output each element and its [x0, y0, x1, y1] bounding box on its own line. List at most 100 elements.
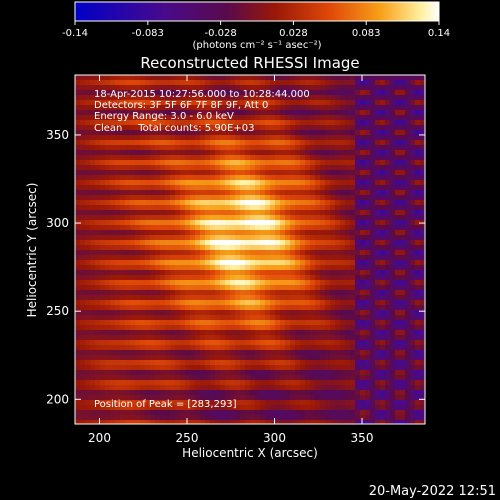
heat-cell — [270, 140, 276, 146]
heat-cell — [255, 185, 261, 191]
heat-cell — [330, 120, 336, 126]
heat-cell — [280, 390, 286, 396]
heat-cell — [305, 360, 311, 366]
heat-cell — [400, 220, 406, 226]
heat-cell — [160, 265, 166, 271]
heat-cell — [150, 130, 156, 136]
heat-cell — [95, 290, 101, 296]
heat-cell — [95, 100, 101, 106]
heat-cell — [245, 325, 251, 331]
heat-cell — [325, 205, 331, 211]
heat-cell — [85, 385, 91, 391]
heat-cell — [315, 265, 321, 271]
heat-cell — [380, 125, 386, 131]
heat-cell — [125, 295, 131, 301]
heat-cell — [165, 410, 171, 416]
heat-cell — [160, 320, 166, 326]
heat-cell — [380, 245, 386, 251]
heat-cell — [85, 365, 91, 371]
heat-cell — [240, 235, 246, 241]
heat-cell — [260, 75, 266, 81]
heat-cell — [210, 225, 216, 231]
heat-cell — [145, 275, 151, 281]
heat-cell — [400, 115, 406, 121]
heat-cell — [320, 340, 326, 346]
heat-cell — [360, 230, 366, 236]
heat-cell — [220, 125, 226, 131]
heat-cell — [380, 165, 386, 171]
heat-cell — [280, 345, 286, 351]
heat-cell — [130, 395, 136, 401]
heat-cell — [180, 240, 186, 246]
heat-cell — [145, 130, 151, 136]
heat-cell — [210, 235, 216, 241]
heat-cell — [205, 365, 211, 371]
heat-cell — [125, 170, 131, 176]
heat-cell — [300, 405, 306, 411]
heat-cell — [240, 260, 246, 266]
heat-cell — [245, 205, 251, 211]
heat-cell — [290, 200, 296, 206]
heat-cell — [375, 330, 381, 336]
heat-cell — [120, 390, 126, 396]
heat-cell — [150, 375, 156, 381]
heat-cell — [110, 190, 116, 196]
heat-cell — [105, 265, 111, 271]
heat-cell — [140, 120, 146, 126]
heat-cell — [205, 215, 211, 221]
heat-cell — [315, 230, 321, 236]
heat-cell — [80, 170, 86, 176]
heat-cell — [285, 390, 291, 396]
heat-cell — [285, 400, 291, 406]
heat-cell — [85, 275, 91, 281]
heat-cell — [335, 325, 341, 331]
heat-cell — [280, 110, 286, 116]
heat-cell — [290, 275, 296, 281]
heat-cell — [105, 365, 111, 371]
heat-cell — [80, 255, 86, 261]
heat-cell — [95, 115, 101, 121]
heat-cell — [285, 330, 291, 336]
heat-cell — [355, 325, 361, 331]
heat-cell — [225, 280, 231, 286]
heat-cell — [240, 400, 246, 406]
heat-cell — [105, 135, 111, 141]
heat-cell — [85, 330, 91, 336]
colorbar-unit-label: (photons cm⁻² s⁻¹ asec⁻²) — [192, 40, 321, 51]
heat-cell — [395, 280, 401, 286]
heat-cell — [170, 340, 176, 346]
heat-cell — [205, 175, 211, 181]
heat-cell — [95, 305, 101, 311]
heat-cell — [400, 330, 406, 336]
heat-cell — [415, 370, 421, 376]
heat-cell — [400, 110, 406, 116]
heat-cell — [195, 255, 201, 261]
heat-cell — [220, 255, 226, 261]
heat-cell — [230, 265, 236, 271]
heat-cell — [380, 230, 386, 236]
heat-cell — [150, 305, 156, 311]
heat-cell — [360, 105, 366, 111]
heat-cell — [75, 405, 81, 411]
heat-cell — [185, 215, 191, 221]
heat-cell — [295, 375, 301, 381]
heat-cell — [175, 380, 181, 386]
heat-cell — [170, 410, 176, 416]
heat-cell — [180, 350, 186, 356]
heat-cell — [180, 420, 186, 424]
heat-cell — [415, 120, 421, 126]
heat-cell — [300, 385, 306, 391]
heat-cell — [110, 330, 116, 336]
heat-cell — [95, 395, 101, 401]
heat-cell — [135, 195, 141, 201]
heat-cell — [170, 250, 176, 256]
heat-cell — [265, 320, 271, 326]
heat-cell — [300, 415, 306, 421]
heat-cell — [180, 75, 186, 81]
heat-cell — [320, 290, 326, 296]
heat-cell — [240, 180, 246, 186]
heat-cell — [105, 185, 111, 191]
heat-cell — [270, 135, 276, 141]
heat-cell — [340, 185, 346, 191]
heat-cell — [415, 360, 421, 366]
